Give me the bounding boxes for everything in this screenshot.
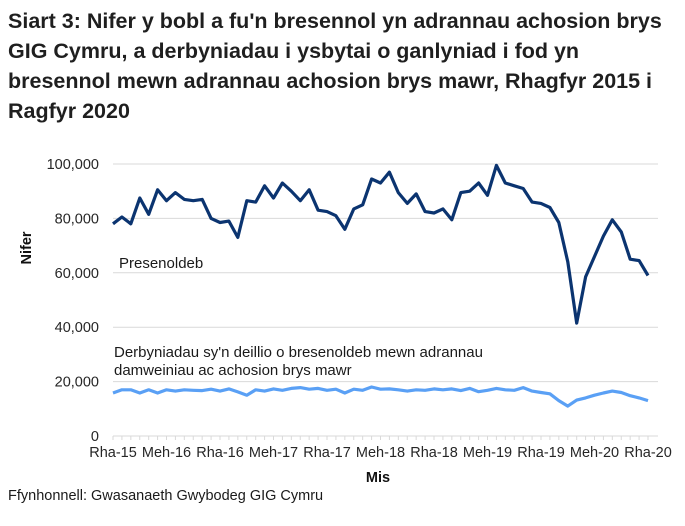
y-tick-label: 60,000 xyxy=(55,266,99,282)
x-tick-label: Meh-18 xyxy=(356,445,405,461)
admissions-annotation-line2: damweiniau ac achosion brys mawr xyxy=(114,362,352,379)
chart-title: Siart 3: Nifer y bobl a fu'n bresennol y… xyxy=(8,9,662,123)
y-tick-label: 100,000 xyxy=(47,157,99,173)
x-tick-label: Rha-19 xyxy=(517,445,565,461)
x-tick-label: Meh-19 xyxy=(463,445,512,461)
admissions-line xyxy=(112,385,649,408)
y-tick-label: 20,000 xyxy=(55,375,99,391)
x-axis-ticks: Rha-15 Meh-16 Rha-16 Meh-17 Rha-17 Meh-18 Rha-… xyxy=(89,436,672,461)
attendances-annotation: Presenoldeb xyxy=(119,255,203,272)
y-axis-label: Nifer xyxy=(19,231,35,264)
admissions-annotation-line1: Derbyniadau sy'n deillio o bresenoldeb m… xyxy=(114,344,483,361)
y-tick-label: 0 xyxy=(91,429,99,445)
x-tick-label: Rha-15 xyxy=(89,445,137,461)
gridlines xyxy=(113,163,658,437)
x-tick-label: Rha-18 xyxy=(410,445,458,461)
y-tick-label: 40,000 xyxy=(55,320,99,336)
attendances-line xyxy=(112,163,650,325)
x-axis-label: Mis xyxy=(366,470,390,486)
x-tick-label: Meh-20 xyxy=(570,445,619,461)
x-tick-label: Rha-17 xyxy=(303,445,351,461)
y-tick-label: 80,000 xyxy=(55,211,99,227)
source-note: Ffynhonnell: Gwasanaeth Gwybodeg GIG Cym… xyxy=(8,488,324,504)
x-tick-label: Meh-17 xyxy=(249,445,298,461)
x-tick-label: Rha-20 xyxy=(624,445,672,461)
x-tick-label: Rha-16 xyxy=(196,445,244,461)
y-axis-ticks: 0 20,000 40,000 60,000 80,000 100,000 xyxy=(47,157,99,445)
x-tick-label: Meh-16 xyxy=(142,445,191,461)
